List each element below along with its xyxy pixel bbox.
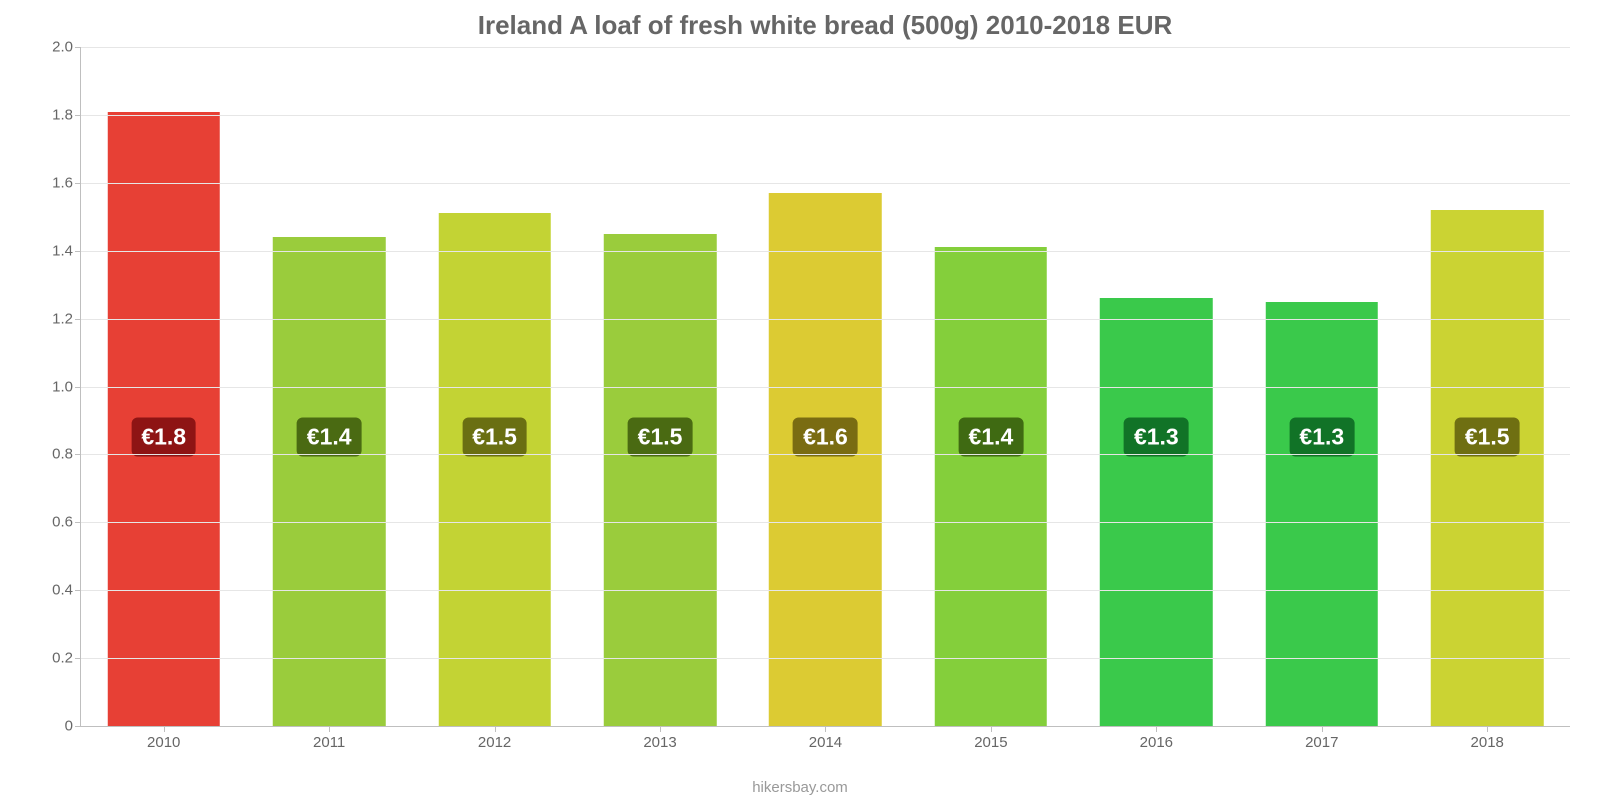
y-tick-mark	[75, 454, 81, 455]
x-tick-mark	[164, 726, 165, 732]
bar	[273, 237, 385, 726]
bar	[1266, 302, 1378, 726]
x-tick-label: 2013	[643, 734, 676, 751]
bar	[604, 234, 716, 726]
attribution-text: hikersbay.com	[0, 779, 1600, 796]
y-tick-label: 0.4	[23, 582, 73, 599]
y-tick-mark	[75, 387, 81, 388]
value-badge: €1.4	[297, 418, 362, 457]
x-tick-mark	[660, 726, 661, 732]
x-tick-label: 2014	[809, 734, 842, 751]
x-tick-label: 2018	[1471, 734, 1504, 751]
y-tick-mark	[75, 115, 81, 116]
bar	[1100, 298, 1212, 726]
value-badge: €1.5	[628, 418, 693, 457]
x-tick-label: 2016	[1140, 734, 1173, 751]
grid-line	[81, 319, 1570, 320]
y-tick-mark	[75, 251, 81, 252]
x-tick-label: 2010	[147, 734, 180, 751]
y-tick-mark	[75, 522, 81, 523]
grid-line	[81, 47, 1570, 48]
x-tick-label: 2011	[313, 734, 345, 751]
y-tick-mark	[75, 658, 81, 659]
value-badge: €1.4	[959, 418, 1024, 457]
x-tick-mark	[991, 726, 992, 732]
plot-area: €1.82010€1.42011€1.52012€1.52013€1.62014…	[80, 47, 1570, 727]
grid-line	[81, 251, 1570, 252]
value-badge: €1.6	[793, 418, 858, 457]
y-tick-label: 1.6	[23, 174, 73, 191]
value-badge: €1.5	[462, 418, 527, 457]
x-tick-mark	[495, 726, 496, 732]
grid-line	[81, 454, 1570, 455]
grid-line	[81, 115, 1570, 116]
y-tick-label: 1.8	[23, 106, 73, 123]
bar-chart: Ireland A loaf of fresh white bread (500…	[0, 0, 1600, 800]
grid-line	[81, 522, 1570, 523]
y-tick-label: 2.0	[23, 39, 73, 56]
y-tick-mark	[75, 319, 81, 320]
y-tick-mark	[75, 183, 81, 184]
y-tick-label: 0.2	[23, 650, 73, 667]
x-tick-label: 2015	[974, 734, 1007, 751]
x-tick-mark	[329, 726, 330, 732]
grid-line	[81, 387, 1570, 388]
x-tick-mark	[1156, 726, 1157, 732]
y-tick-label: 0.8	[23, 446, 73, 463]
y-tick-mark	[75, 726, 81, 727]
bar	[1431, 210, 1543, 726]
x-tick-label: 2012	[478, 734, 511, 751]
bar	[769, 193, 881, 726]
value-badge: €1.5	[1455, 418, 1520, 457]
x-tick-label: 2017	[1305, 734, 1338, 751]
value-badge: €1.3	[1124, 418, 1189, 457]
grid-line	[81, 658, 1570, 659]
y-tick-label: 0	[23, 718, 73, 735]
y-tick-label: 1.4	[23, 242, 73, 259]
chart-title: Ireland A loaf of fresh white bread (500…	[80, 10, 1570, 41]
grid-line	[81, 183, 1570, 184]
y-tick-label: 1.2	[23, 310, 73, 327]
x-tick-mark	[1322, 726, 1323, 732]
x-tick-mark	[1487, 726, 1488, 732]
y-tick-mark	[75, 590, 81, 591]
y-tick-label: 0.6	[23, 514, 73, 531]
bar	[438, 213, 550, 726]
y-tick-mark	[75, 47, 81, 48]
y-tick-label: 1.0	[23, 378, 73, 395]
grid-line	[81, 590, 1570, 591]
x-tick-mark	[825, 726, 826, 732]
value-badge: €1.3	[1289, 418, 1354, 457]
value-badge: €1.8	[131, 418, 196, 457]
